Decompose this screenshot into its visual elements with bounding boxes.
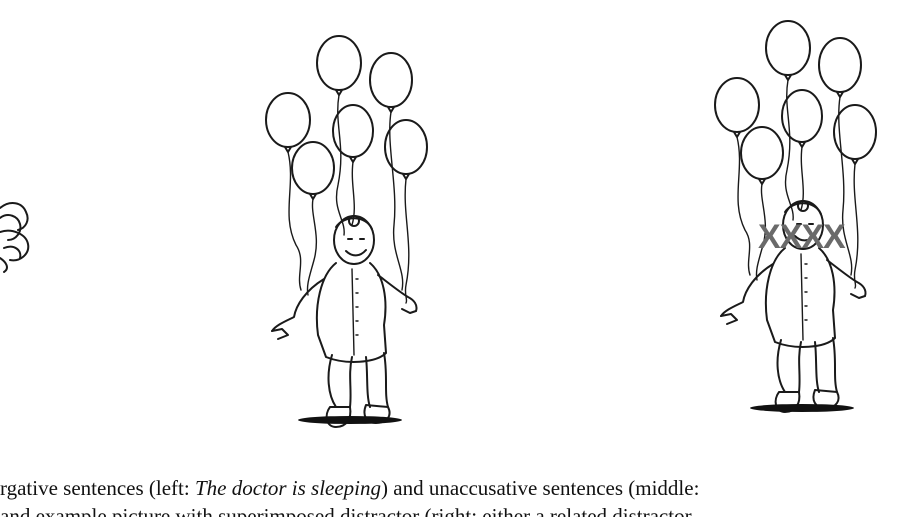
figure-caption: rgative sentences (left: The doctor is s… — [0, 474, 918, 517]
middle-panel-illustration — [265, 35, 428, 428]
figure-illustrations: XXXX — [0, 20, 877, 428]
caption-text: rgative sentences (left: — [0, 476, 195, 500]
caption-line-2: and example picture with superimposed di… — [0, 502, 918, 517]
middle-panel-shadow — [298, 416, 402, 424]
distractor-overlay-text: XXXX — [758, 218, 846, 256]
caption-text: ) and unaccusative sentences (middle: — [381, 476, 700, 500]
left-panel-fragment — [0, 202, 30, 273]
caption-line-1: rgative sentences (left: The doctor is s… — [0, 474, 918, 502]
caption-text: and example picture with superimposed di… — [0, 504, 692, 517]
caption-example-sentence: The doctor is sleeping — [194, 476, 382, 500]
right-panel-shadow — [750, 404, 854, 412]
right-panel-illustration — [714, 20, 877, 413]
